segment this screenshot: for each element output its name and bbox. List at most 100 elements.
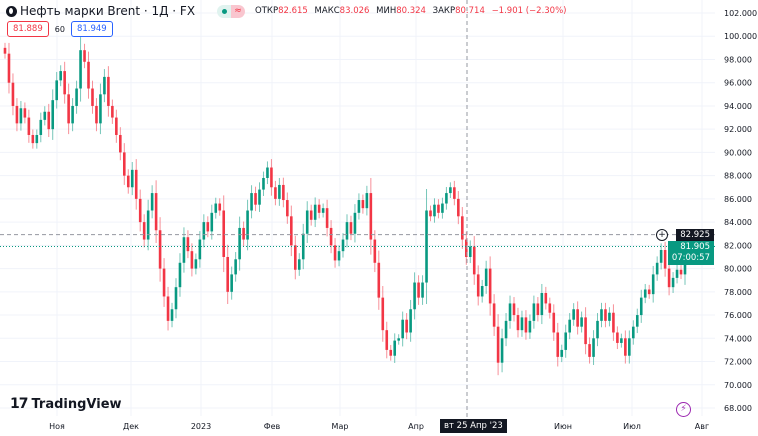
candle-body (528, 320, 532, 333)
candle-body (250, 193, 253, 211)
candle-body (27, 117, 31, 135)
candle (429, 205, 432, 222)
candle (333, 238, 337, 268)
candle (651, 265, 655, 303)
candle-body (381, 297, 385, 331)
tradingview-logo[interactable]: 17 TradingView (10, 396, 122, 412)
brand-name: TradingView (31, 396, 122, 412)
candle (600, 302, 603, 328)
candle (592, 330, 595, 366)
candle-body (540, 292, 544, 316)
candle-body (214, 203, 218, 213)
add-alert-plus-icon[interactable]: + (656, 229, 668, 241)
candle (35, 129, 39, 149)
last-price-label: 81.905 07:00:57 (667, 241, 714, 265)
candle (620, 333, 623, 348)
candle (309, 204, 313, 226)
tradingview-mark-icon: 17 (10, 396, 29, 412)
status-badges[interactable]: ≈ (217, 4, 246, 18)
candle (190, 243, 194, 277)
candle (19, 101, 23, 131)
candle (230, 266, 233, 300)
y-tick-label: 68.000 (724, 404, 752, 413)
lightning-icon[interactable]: ⚡ (676, 402, 691, 417)
candle (461, 207, 464, 249)
candle-body (238, 227, 241, 260)
candle-body (122, 152, 126, 176)
candle (385, 321, 389, 359)
candle (325, 199, 329, 237)
y-tick-label: 86.000 (724, 195, 752, 204)
candle-body (194, 259, 198, 269)
low-value: 80.324 (396, 6, 426, 16)
candle-body (67, 94, 70, 124)
candle-body (35, 134, 39, 144)
candle-body (659, 250, 663, 263)
candle (552, 304, 556, 341)
candle-body (15, 105, 19, 124)
candle-body (616, 332, 619, 343)
candle-body (166, 296, 170, 321)
candle (516, 307, 520, 338)
candle-body (476, 274, 480, 297)
candle-body (612, 312, 615, 333)
candle (663, 241, 667, 277)
x-tick-label: Фев (264, 422, 281, 431)
candle-body (409, 309, 412, 333)
candle-body (445, 193, 448, 204)
candle (313, 197, 317, 228)
candle (453, 180, 456, 206)
candle (520, 310, 524, 337)
candle (111, 99, 114, 124)
candle (130, 161, 134, 196)
candle-body (111, 105, 114, 118)
candle-body (119, 134, 122, 153)
symbol-title[interactable]: Нефть марки Brent · 1Д · FX (20, 4, 196, 18)
candle (445, 186, 448, 210)
candle (43, 106, 47, 126)
candle-body (504, 320, 508, 339)
candle (218, 198, 222, 216)
candle-body (488, 268, 492, 304)
candle-body (389, 349, 393, 356)
y-tick-label: 100.000 (724, 32, 757, 41)
candle-body (317, 204, 321, 213)
candle-body (560, 349, 564, 357)
price-axis[interactable]: 102.000 100.000 98.000 96.000 94.000 92.000 90… (724, 9, 757, 413)
candle-body (262, 177, 265, 190)
candle-body (79, 50, 82, 89)
candle-body (309, 210, 313, 220)
candle (373, 230, 377, 273)
close-label: ЗАКР (432, 6, 456, 16)
candle-body (99, 94, 102, 124)
candle (496, 314, 500, 376)
candle (262, 171, 265, 196)
buy-button[interactable]: 81.949 (70, 21, 113, 37)
candle-body (218, 203, 222, 211)
candle-body (91, 88, 94, 106)
candle (659, 243, 663, 270)
candle-body (600, 309, 603, 321)
candle-body (150, 193, 154, 211)
candle (409, 299, 412, 342)
candle-body (158, 230, 162, 269)
candle (75, 80, 78, 114)
candle-body (552, 312, 556, 333)
candle-body (671, 277, 675, 288)
candle (186, 230, 190, 259)
candle-body (608, 312, 611, 321)
candle (210, 204, 214, 240)
crosshair-price-label: 82.925 (676, 229, 714, 242)
candle (206, 216, 210, 238)
candle (667, 260, 671, 296)
x-tick-label: Мар (332, 422, 349, 431)
candle-body (401, 319, 404, 339)
candle-body (536, 303, 540, 316)
time-axis[interactable]: Ноя Дек 2023 Фев Мар Апр Июн Июл Авг (49, 422, 709, 431)
sell-button[interactable]: 81.889 (7, 21, 49, 37)
candle (258, 182, 261, 212)
candle-body (441, 203, 444, 213)
candle (27, 109, 31, 143)
candle (655, 256, 659, 281)
